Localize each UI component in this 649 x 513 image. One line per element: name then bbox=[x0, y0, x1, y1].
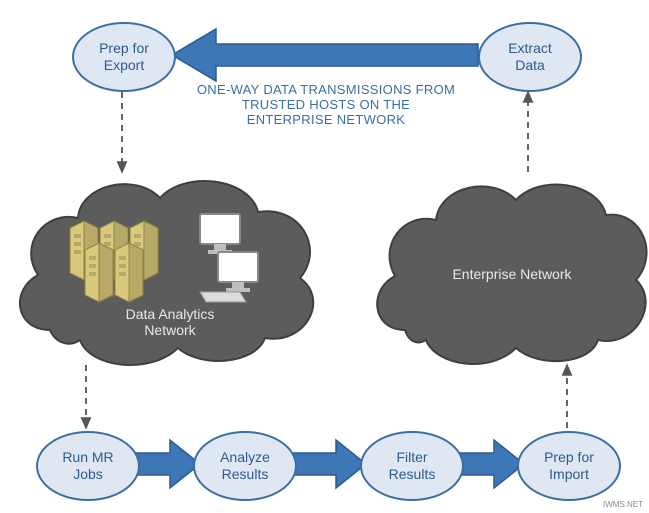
cloud-label-text: Enterprise Network bbox=[452, 266, 571, 282]
node-run-mr: Run MRJobs bbox=[36, 431, 140, 501]
watermark: IWMS.NET bbox=[603, 500, 643, 509]
caption-line: ONE-WAY DATA TRANSMISSIONS FROM bbox=[161, 82, 491, 97]
node-label: Prep forExport bbox=[99, 40, 149, 74]
arrow-analyze-to-filter bbox=[293, 440, 366, 488]
arrow-runmr-to-analyze bbox=[136, 440, 200, 488]
arrow-filter-to-prepimport bbox=[460, 440, 524, 488]
node-label: FilterResults bbox=[389, 449, 436, 483]
cloud-label-text: Data AnalyticsNetwork bbox=[126, 306, 215, 338]
ent-cloud-label: Enterprise Network bbox=[432, 266, 592, 282]
node-label: AnalyzeResults bbox=[220, 449, 270, 483]
node-label: ExtractData bbox=[508, 40, 552, 74]
arrow-extract-to-prepexport bbox=[172, 29, 478, 81]
caption-line: TRUSTED HOSTS ON THE bbox=[161, 97, 491, 112]
data-cloud-label: Data AnalyticsNetwork bbox=[100, 306, 240, 338]
node-analyze: AnalyzeResults bbox=[193, 431, 297, 501]
node-filter: FilterResults bbox=[360, 431, 464, 501]
node-label: Prep forImport bbox=[544, 449, 594, 483]
node-prep-import: Prep forImport bbox=[517, 431, 621, 501]
node-extract-data: ExtractData bbox=[478, 22, 582, 92]
transmission-caption: ONE-WAY DATA TRANSMISSIONS FROM TRUSTED … bbox=[161, 82, 491, 127]
caption-line: ENTERPRISE NETWORK bbox=[161, 112, 491, 127]
node-label: Run MRJobs bbox=[62, 449, 113, 483]
diagram-stage: Prep forExport ExtractData Run MRJobs An… bbox=[0, 0, 649, 513]
